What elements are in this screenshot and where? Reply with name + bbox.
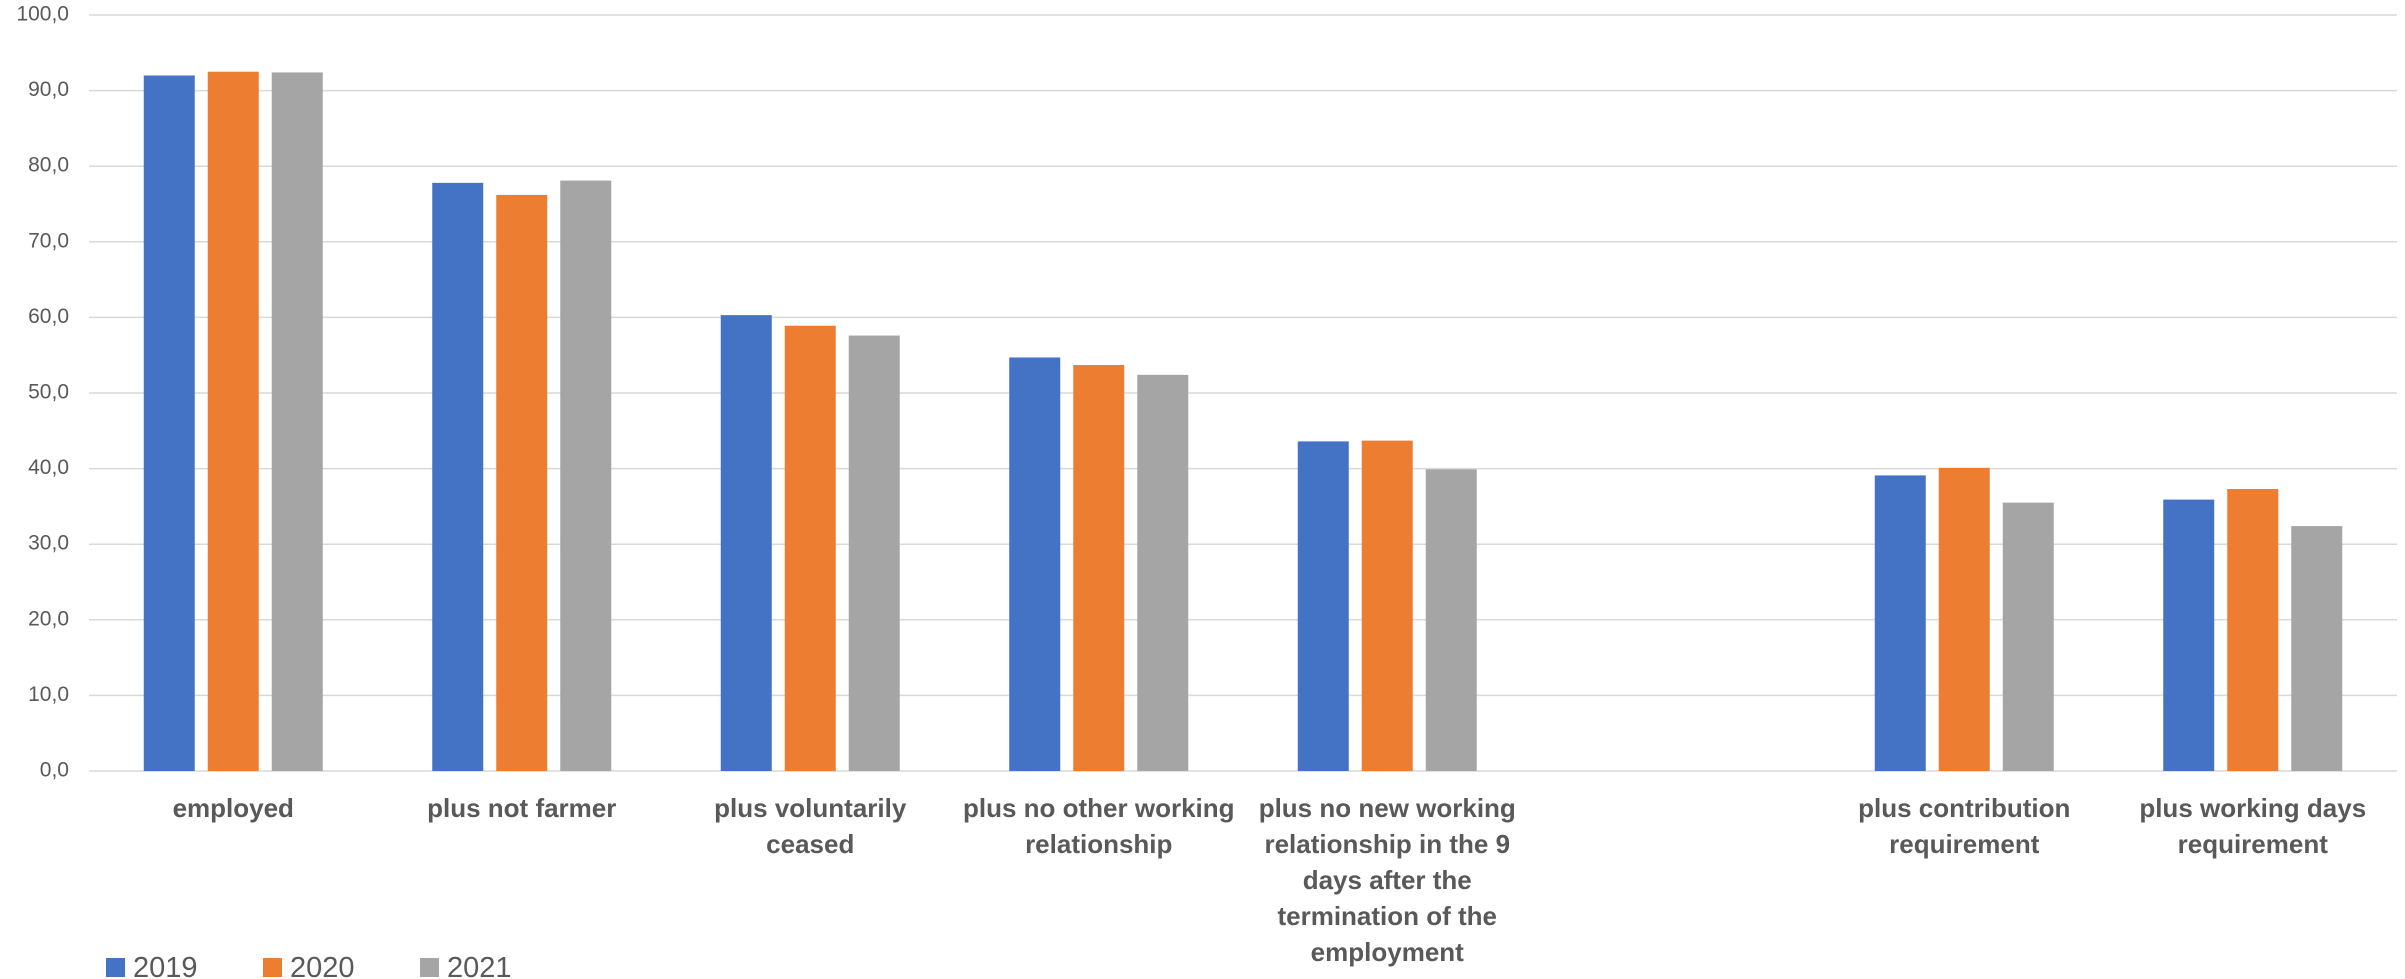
legend-swatch xyxy=(106,958,125,977)
bar xyxy=(1137,374,1189,771)
legend-label: 2020 xyxy=(290,952,355,979)
bar xyxy=(143,75,195,772)
y-tick-label: 50,0 xyxy=(28,381,69,404)
bar xyxy=(432,182,484,771)
bar xyxy=(207,71,259,771)
y-tick-label: 100,0 xyxy=(16,3,69,26)
y-tick-label: 60,0 xyxy=(28,305,69,328)
x-tick-label: plus not farmer xyxy=(427,793,617,823)
legend-item: 2020 xyxy=(263,953,355,979)
bar xyxy=(1073,365,1125,771)
y-tick-label: 90,0 xyxy=(28,78,69,101)
y-tick-label: 80,0 xyxy=(28,154,69,177)
bar xyxy=(1297,441,1349,771)
y-tick-label: 70,0 xyxy=(28,229,69,252)
bar xyxy=(2291,526,2343,771)
bar xyxy=(1361,440,1413,771)
legend-swatch xyxy=(420,958,439,977)
x-tick-label: employed xyxy=(172,793,294,823)
bar xyxy=(2227,489,2279,771)
bar xyxy=(271,72,323,772)
y-tick-label: 30,0 xyxy=(28,532,69,555)
legend-item: 2021 xyxy=(420,953,512,979)
bar xyxy=(1938,467,1990,771)
x-tick-label: plus contribution requirement xyxy=(1858,793,2071,859)
x-tick-label: plus no new working relationship in the … xyxy=(1258,793,1516,967)
y-tick-label: 10,0 xyxy=(28,683,69,706)
bar xyxy=(1425,469,1477,771)
bar xyxy=(496,194,548,772)
bar xyxy=(784,325,836,771)
legend-swatch xyxy=(263,958,282,977)
y-tick-label: 40,0 xyxy=(28,456,69,479)
x-tick-label: plus voluntarily ceased xyxy=(714,793,907,859)
legend-label: 2021 xyxy=(447,952,512,979)
bar xyxy=(720,315,772,771)
bar xyxy=(2163,499,2215,771)
x-tick-label: plus no other working relationship xyxy=(962,793,1235,859)
bar xyxy=(2002,502,2054,771)
bar xyxy=(560,180,612,772)
y-tick-label: 20,0 xyxy=(28,607,69,630)
legend-item: 2019 xyxy=(106,953,198,979)
bar xyxy=(1874,475,1926,771)
x-tick-label: plus working days requirement xyxy=(2139,793,2367,859)
bar xyxy=(1009,357,1061,771)
y-tick-label: 0,0 xyxy=(40,759,69,782)
bar xyxy=(848,335,900,771)
legend-label: 2019 xyxy=(133,952,198,979)
